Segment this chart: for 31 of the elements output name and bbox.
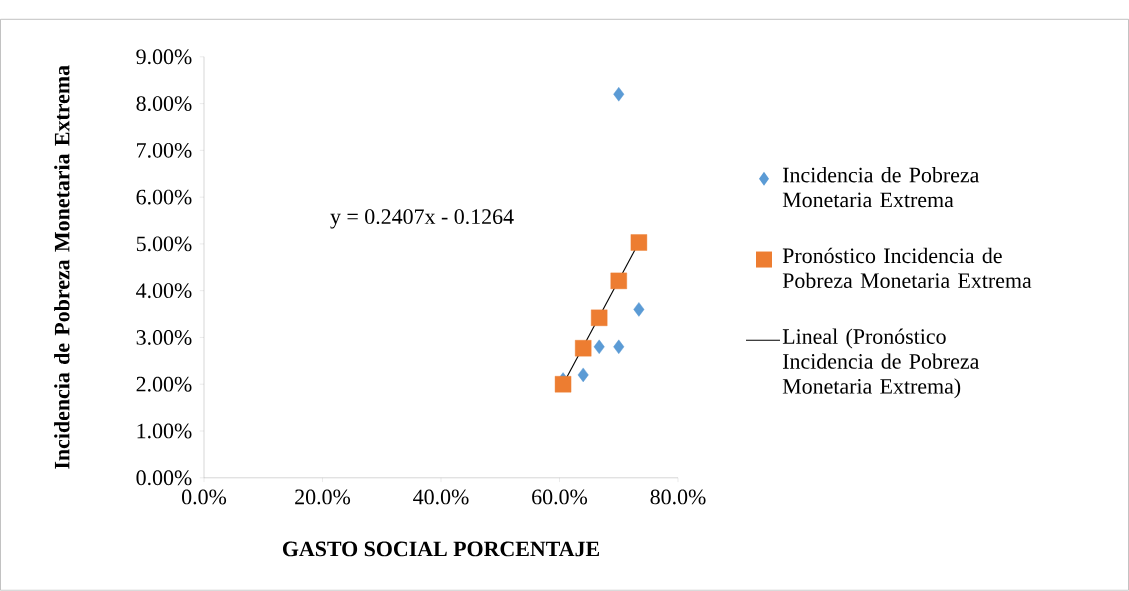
point	[630, 234, 648, 251]
y-tick-label: 8.00%	[136, 96, 192, 112]
point	[554, 376, 572, 393]
point	[610, 272, 627, 290]
point	[577, 367, 589, 383]
point	[591, 309, 608, 327]
x-tick-label: 20.0%	[295, 489, 351, 505]
x-tick-label: 60.0%	[532, 489, 588, 505]
y-tick-label: 7.00%	[137, 143, 192, 158]
legend-label: Lineal (Pronóstico Incidencia de Pobreza Monetaria Extrema)	[782, 328, 980, 399]
legend-label: Incidencia de Pobreza Monetaria Extrema	[782, 167, 980, 208]
y-tick-label: 2.00%	[136, 376, 192, 392]
x-tick-label: 0.0%	[182, 489, 227, 505]
legend-label: Pronóstico Incidencia de Pobreza Monetaria Extrema	[782, 247, 1032, 289]
y-tick-label: 1.00%	[137, 423, 192, 439]
y-tick-label: 0.00%	[136, 470, 192, 486]
point	[613, 339, 625, 355]
x-tick-label: 80.0%	[650, 489, 706, 505]
x-axis-title: GASTO SOCIAL PORCENTAJE	[282, 541, 600, 557]
point	[575, 340, 592, 357]
x-tick-label: 40.0%	[413, 489, 469, 505]
y-tick-label: 3.00%	[136, 330, 192, 345]
y-tick-label: 6.00%	[136, 189, 192, 205]
y-axis-title: Incidencia de Pobreza Monetaria Extrema	[54, 65, 70, 469]
point	[613, 87, 625, 102]
point	[593, 339, 605, 355]
annotation: y = 0.2407x - 0.1264	[330, 209, 514, 229]
point	[633, 302, 645, 317]
y-tick-label: 9.00%	[136, 49, 192, 65]
y-tick-label: 5.00%	[136, 236, 192, 252]
y-tick-label: 4.00%	[136, 283, 192, 299]
